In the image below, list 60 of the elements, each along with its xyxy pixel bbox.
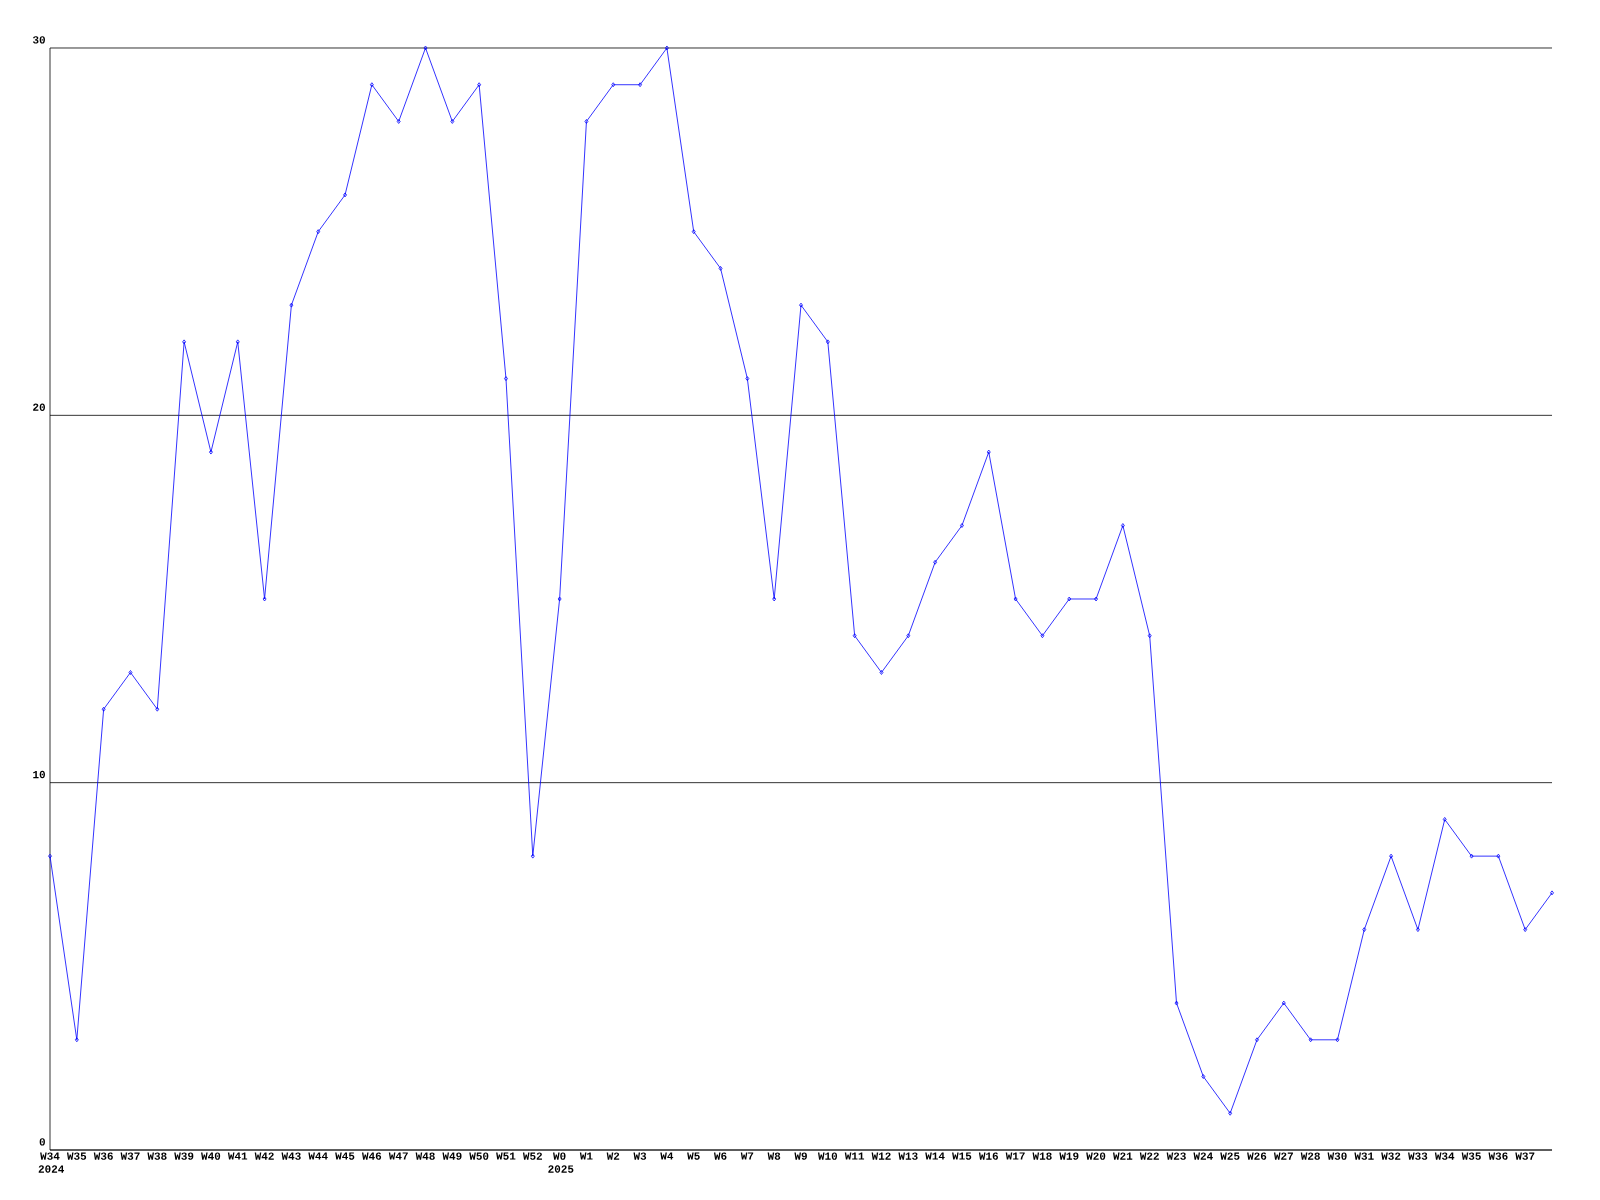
x-tick-label: W2 — [606, 1152, 620, 1160]
x-tick-label: W41 — [227, 1152, 248, 1160]
x-tick-label: W6 — [713, 1152, 727, 1160]
x-tick-label: W34 2024 — [38, 1152, 65, 1173]
x-tick-label: W25 — [1220, 1152, 1240, 1160]
x-tick-label: W30 — [1327, 1152, 1347, 1160]
x-tick-label: W3 — [633, 1152, 647, 1160]
x-tick-label: W26 — [1247, 1152, 1267, 1160]
x-tick-label: W9 — [794, 1152, 807, 1160]
x-tick-label: W22 — [1139, 1152, 1159, 1160]
x-tick-label: W37 — [1515, 1152, 1535, 1160]
x-tick-label: W34 — [1434, 1152, 1455, 1160]
x-tick-label: W8 — [767, 1152, 781, 1160]
x-tick-label: W52 — [522, 1152, 543, 1160]
x-tick-label: W19 — [1059, 1152, 1079, 1160]
x-tick-label: W44 — [308, 1152, 328, 1160]
x-tick-label: W46 — [362, 1152, 382, 1160]
x-tick-label: W12 — [871, 1152, 891, 1160]
x-tick-label: W36 — [93, 1152, 113, 1160]
x-tick-label: W36 — [1488, 1152, 1508, 1160]
x-tick-label: W35 — [66, 1152, 87, 1160]
x-tick-label: W50 — [469, 1152, 489, 1160]
x-tick-label: W33 — [1408, 1152, 1428, 1160]
y-tick-label: 0 — [39, 1138, 45, 1146]
x-tick-label: W37 — [120, 1152, 140, 1160]
x-tick-label: W18 — [1032, 1152, 1052, 1160]
x-tick-label: W32 — [1381, 1152, 1401, 1160]
x-tick-label: W7 — [740, 1152, 754, 1160]
x-tick-label: W4 — [660, 1152, 674, 1160]
x-tick-label: W51 — [496, 1152, 516, 1160]
x-tick-label: W17 — [1005, 1152, 1025, 1160]
x-tick-label: W10 — [817, 1152, 838, 1160]
x-tick-label: W11 — [844, 1152, 865, 1160]
x-tick-label: W39 — [174, 1152, 194, 1160]
x-tick-label: W13 — [898, 1152, 918, 1160]
x-tick-label: W0 2025 — [548, 1152, 574, 1173]
x-tick-label: W20 — [1086, 1152, 1106, 1160]
x-tick-label: W21 — [1113, 1152, 1133, 1160]
x-tick-label: W48 — [415, 1152, 435, 1160]
x-tick-label: W24 — [1193, 1152, 1213, 1160]
x-tick-label: W27 — [1273, 1152, 1293, 1160]
x-tick-label: W47 — [388, 1152, 408, 1160]
x-tick-label: W31 — [1354, 1152, 1374, 1160]
x-tick-label: W1 — [579, 1152, 593, 1160]
x-tick-label: W40 — [201, 1152, 221, 1160]
x-tick-label: W28 — [1300, 1152, 1320, 1160]
x-tick-label: W45 — [335, 1152, 355, 1160]
x-tick-label: W15 — [952, 1152, 972, 1160]
x-tick-label: W43 — [281, 1152, 301, 1160]
x-tick-label: W16 — [978, 1152, 999, 1160]
x-tick-label: W42 — [254, 1152, 274, 1160]
y-tick-label: 20 — [33, 403, 45, 411]
x-tick-label: W38 — [147, 1152, 167, 1160]
x-tick-label: W49 — [442, 1152, 462, 1160]
x-tick-label: W23 — [1166, 1152, 1186, 1160]
x-tick-label: W14 — [925, 1152, 945, 1160]
x-tick-label: W35 — [1461, 1152, 1481, 1160]
x-tick-label: W5 — [687, 1152, 700, 1160]
y-tick-label: 10 — [33, 770, 45, 779]
y-tick-label: 30 — [32, 36, 45, 44]
